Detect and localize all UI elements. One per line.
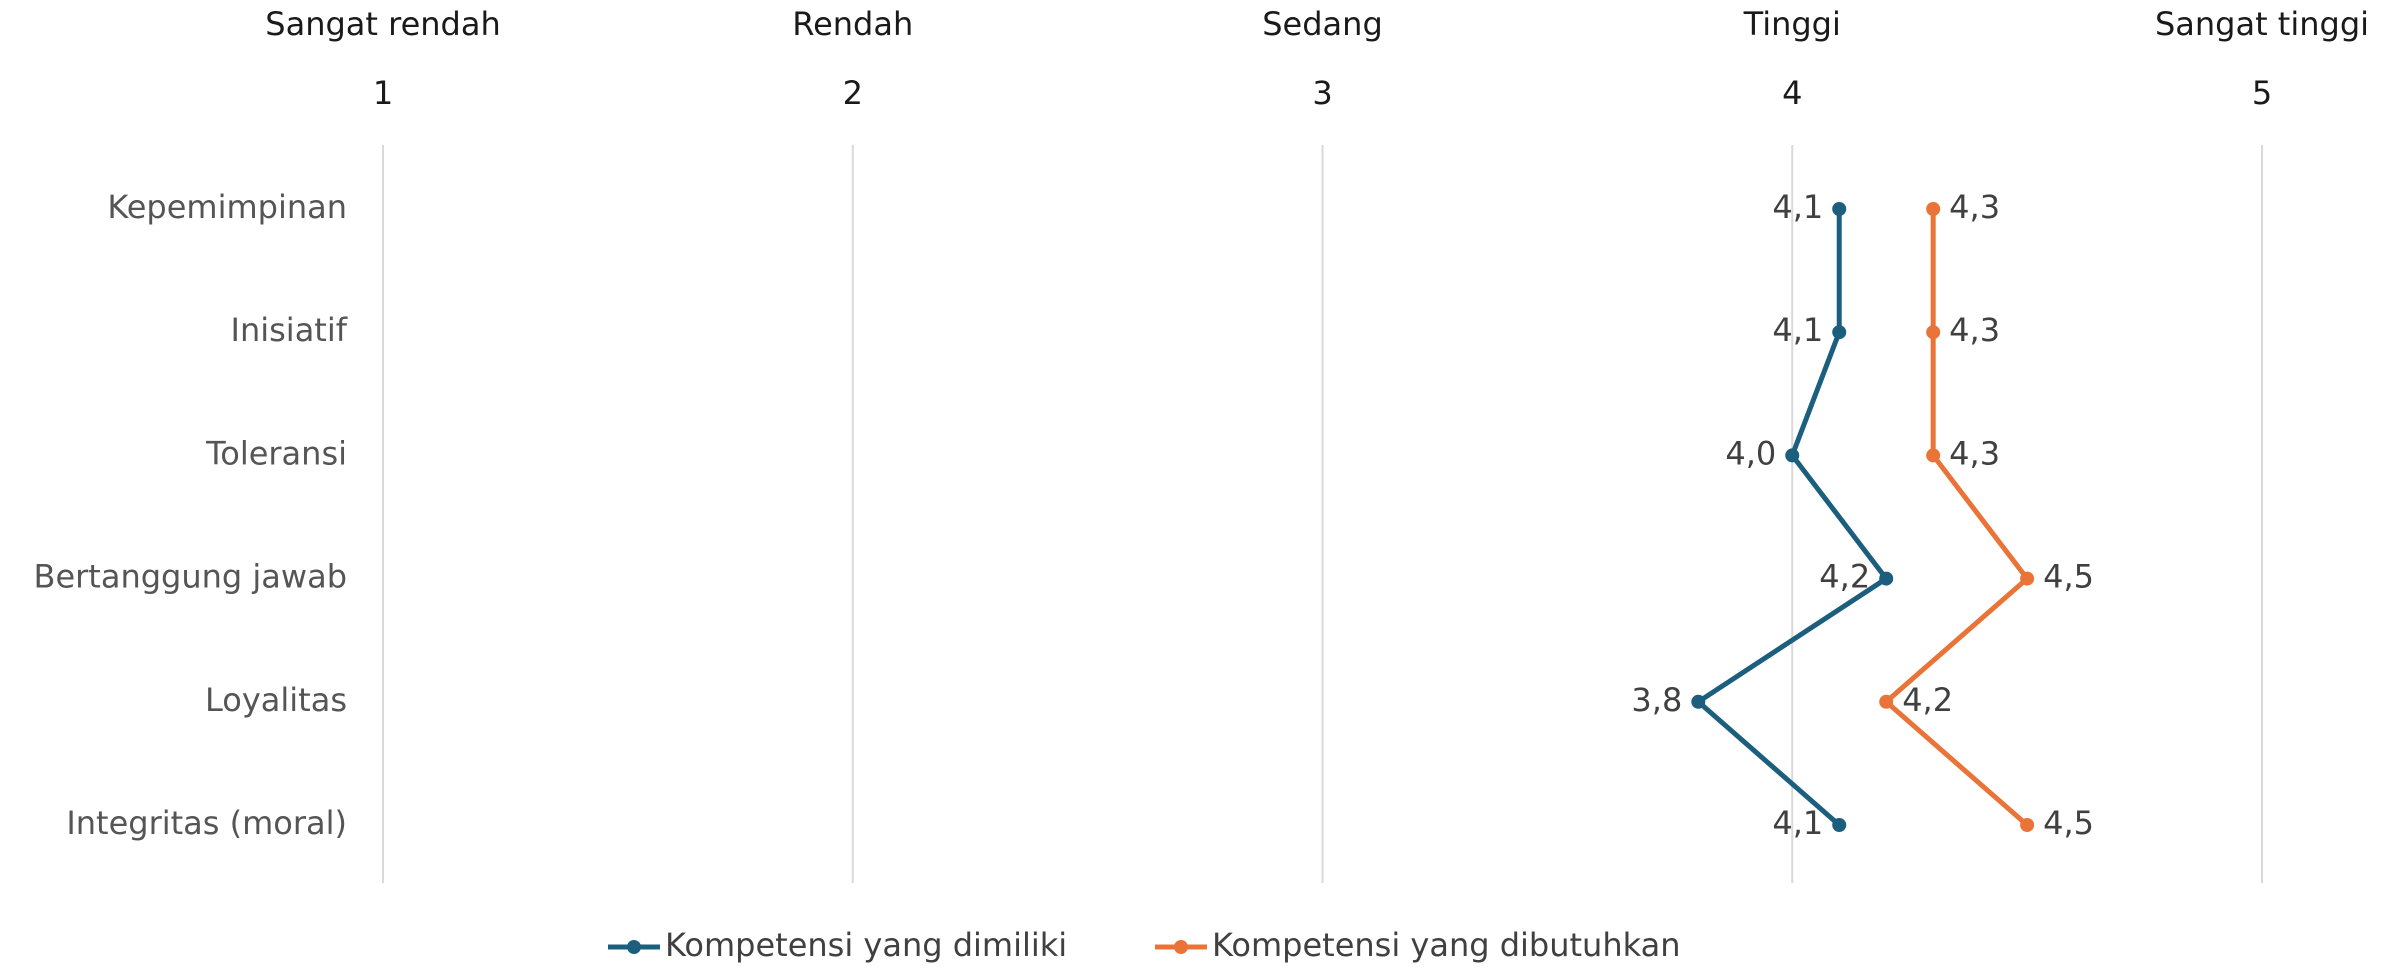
x-tick-name: Sangat tinggi <box>2155 5 2369 43</box>
legend-label: Kompetensi yang dimiliki <box>665 926 1067 964</box>
data-label: 4,2 <box>1819 558 1870 596</box>
point <box>1832 818 1847 832</box>
x-tick-name: Sangat rendah <box>265 5 500 43</box>
legend-swatch-dot <box>627 940 641 954</box>
point <box>1832 325 1847 340</box>
x-tick-name: Tinggi <box>1743 5 1841 43</box>
data-label: 4,3 <box>1949 188 2000 226</box>
category-label: Inisiatif <box>231 311 348 349</box>
data-label: 4,0 <box>1725 434 1776 472</box>
point <box>1879 694 1894 709</box>
legend-swatch-dot <box>1174 940 1188 954</box>
point <box>2020 571 2035 586</box>
x-tick-label: 5 <box>2252 74 2272 112</box>
data-label: 4,3 <box>1949 311 2000 349</box>
category-label: Kepemimpinan <box>107 188 347 226</box>
data-label: 4,2 <box>1902 681 1953 719</box>
x-tick-label: 4 <box>1782 74 1802 112</box>
data-label: 4,1 <box>1772 311 1823 349</box>
legend-label: Kompetensi yang dibutuhkan <box>1212 926 1680 964</box>
series-line <box>1695 209 1889 827</box>
data-label: 4,3 <box>1949 434 2000 472</box>
category-label: Integritas (moral) <box>66 804 347 842</box>
category-label: Bertanggung jawab <box>34 558 348 596</box>
data-label: 4,5 <box>2043 558 2094 596</box>
series-line <box>1883 209 2030 827</box>
point <box>1832 202 1847 216</box>
x-tick-label: 3 <box>1312 74 1332 112</box>
data-label: 3,8 <box>1631 681 1682 719</box>
data-label: 4,1 <box>1772 804 1823 842</box>
point <box>1785 448 1800 463</box>
x-tick-label: 2 <box>843 74 863 112</box>
point <box>1691 694 1706 709</box>
x-tick-label: 1 <box>373 74 393 112</box>
data-label: 4,1 <box>1772 188 1823 226</box>
category-label: Loyalitas <box>205 681 347 719</box>
point <box>1926 202 1941 216</box>
category-label: Toleransi <box>205 434 347 472</box>
point <box>1879 571 1894 586</box>
data-label: 4,5 <box>2043 804 2094 842</box>
point <box>1926 448 1941 463</box>
point <box>1926 325 1941 340</box>
point <box>2020 818 2035 832</box>
x-tick-name: Rendah <box>792 5 913 43</box>
x-tick-name: Sedang <box>1262 5 1383 43</box>
